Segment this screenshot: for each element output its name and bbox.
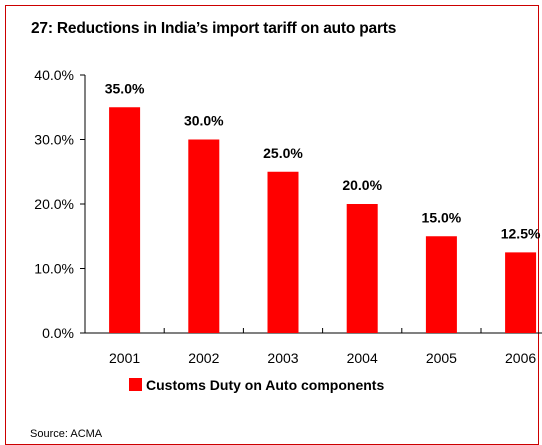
bar — [425, 236, 457, 333]
bar — [188, 139, 220, 333]
y-tick-label: 40.0% — [34, 67, 74, 83]
data-labels: 35.0% 30.0% 25.0% 20.0% 15.0% 12.5% — [105, 80, 541, 241]
x-tick-label: 2006 — [505, 350, 536, 366]
y-tick-label: 20.0% — [34, 196, 74, 212]
data-label: 30.0% — [184, 113, 224, 129]
bar — [505, 252, 537, 333]
y-tick-label: 0.0% — [42, 325, 74, 341]
y-tick-label: 10.0% — [34, 261, 74, 277]
bar — [346, 204, 378, 333]
legend: Customs Duty on Auto components — [129, 377, 384, 393]
x-axis: 2001 2002 2003 2004 2005 2006 — [85, 328, 542, 366]
data-label: 35.0% — [105, 80, 145, 96]
x-tick-label: 2001 — [109, 350, 140, 366]
bars — [109, 107, 537, 333]
y-tick-label: 30.0% — [34, 132, 74, 148]
legend-swatch — [129, 378, 142, 391]
data-label: 12.5% — [501, 225, 541, 241]
legend-label: Customs Duty on Auto components — [146, 377, 384, 393]
data-label: 25.0% — [263, 145, 303, 161]
x-tick-label: 2004 — [347, 350, 378, 366]
bar — [267, 171, 299, 333]
data-label: 15.0% — [422, 209, 462, 225]
y-axis: 0.0% 10.0% 20.0% 30.0% 40.0% — [34, 67, 86, 341]
x-tick-label: 2002 — [188, 350, 219, 366]
data-label: 20.0% — [342, 177, 382, 193]
x-tick-label: 2005 — [426, 350, 457, 366]
bar — [109, 107, 141, 333]
chart-title: 27: Reductions in India’s import tariff … — [31, 20, 397, 37]
x-tick-label: 2003 — [267, 350, 298, 366]
source-note: Source: ACMA — [30, 428, 103, 440]
